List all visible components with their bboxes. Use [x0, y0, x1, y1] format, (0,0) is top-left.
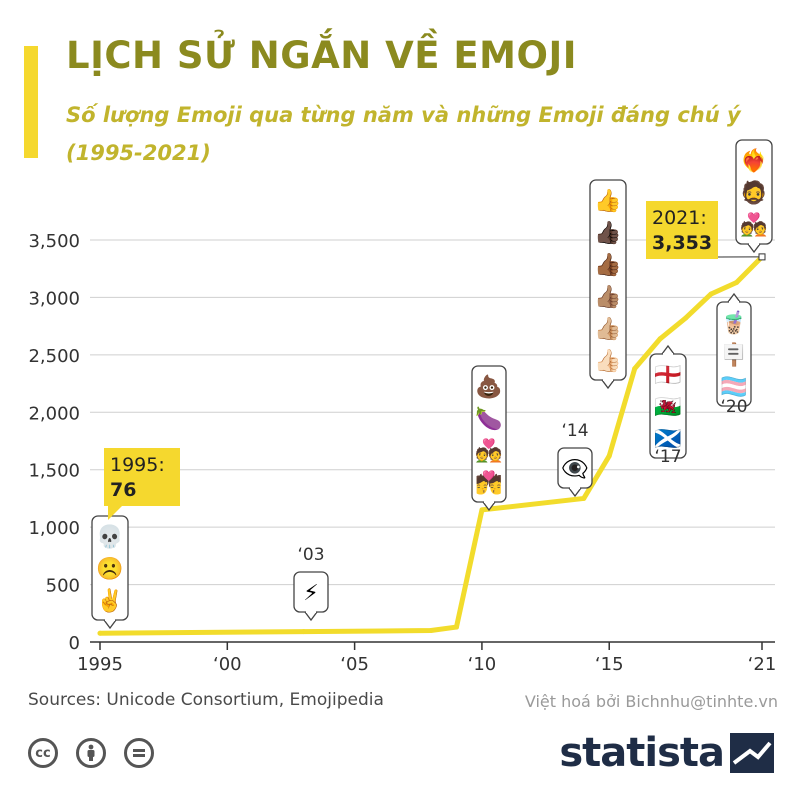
- annotation-year-label: ‘17: [654, 447, 681, 467]
- data-point: [479, 507, 485, 513]
- emoji-glyph: ⚡: [303, 581, 318, 606]
- emoji-glyph: ☹️: [96, 556, 123, 582]
- emoji-annotation: 👍 👍🏿 👍🏾 👍🏽 👍🏼 👍🏻: [589, 179, 627, 390]
- emoji-annotation: 👁️‍🗨️ ‘14: [557, 421, 593, 498]
- emoji-glyph: 👍🏿: [594, 220, 621, 246]
- statista-logo: statista: [559, 730, 774, 776]
- data-point: [301, 629, 307, 635]
- emoji-glyph: ❤️‍🔥: [740, 148, 767, 174]
- emoji-annotation: 💩 🍆 💑 💏: [471, 365, 507, 512]
- x-tick-label: ‘15: [595, 654, 624, 675]
- callout-box: [646, 201, 718, 259]
- x-ticks: 1995 ‘00 ‘05 ‘10 ‘15 ‘21: [77, 642, 776, 675]
- emoji-glyph: 🪧: [720, 342, 747, 368]
- data-point: [453, 624, 459, 630]
- emoji-glyph: 🍆: [475, 406, 502, 432]
- y-tick-label: 0: [69, 633, 80, 654]
- emoji-glyph: 🏴󠁧󠁢󠁳󠁣󠁴󠁿: [654, 427, 681, 452]
- emoji-glyph: 👍🏼: [594, 316, 621, 342]
- emoji-annotation: ❤️‍🔥 🧔 💑: [735, 139, 773, 254]
- data-point: [428, 628, 434, 634]
- y-tick-label: 3,500: [28, 231, 80, 252]
- x-tick-label: ‘05: [340, 654, 369, 675]
- emoji-glyph: 👍🏻: [594, 348, 621, 374]
- emoji-glyph: 🏴󠁧󠁢󠁷󠁬󠁳󠁿: [654, 395, 681, 420]
- emoji-annotation: 🏴󠁧󠁢󠁥󠁮󠁧󠁿 🏴󠁧󠁢󠁷󠁬󠁳󠁿 🏴󠁧󠁢󠁳󠁣󠁴󠁿‘17: [649, 344, 687, 467]
- annotation-tail: [727, 292, 741, 303]
- x-tick-label: ‘21: [748, 654, 777, 675]
- callout-tail: [108, 506, 122, 520]
- callout-label: 1995:: [110, 454, 165, 476]
- emoji-glyph: ✌️: [96, 587, 123, 614]
- emoji-glyph: 🧔: [740, 179, 767, 206]
- callout-label: 2021:: [652, 207, 707, 229]
- annotation-tail: [661, 344, 675, 355]
- data-point: [606, 453, 612, 459]
- data-point: [683, 315, 689, 321]
- data-point: [632, 366, 638, 372]
- emoji-glyph: 🏴󠁧󠁢󠁥󠁮󠁧󠁿: [654, 363, 681, 388]
- y-tick-label: 2,000: [28, 403, 80, 424]
- callouts: 1995: 76 2021: 3,353: [104, 201, 766, 520]
- chart-title: LỊCH SỬ NGẮN VỀ EMOJI: [66, 34, 577, 77]
- emoji-glyph: 💀: [96, 524, 123, 550]
- y-tick-label: 1,000: [28, 518, 80, 539]
- data-point: [657, 336, 663, 342]
- value-callout: 2021: 3,353: [646, 201, 763, 259]
- emoji-glyph: 💑: [475, 438, 502, 464]
- annotation-tail: [482, 501, 496, 512]
- callout-value: 76: [110, 479, 136, 501]
- emoji-glyph: 🏳️‍⚧️: [720, 375, 747, 400]
- emoji-glyph: 👍🏾: [594, 252, 621, 278]
- value-callout: 1995: 76: [104, 448, 180, 520]
- y-tick-label: 1,500: [28, 461, 80, 482]
- annotation-tail: [304, 611, 318, 622]
- emoji-annotation: ⚡ ‘03: [293, 545, 329, 622]
- x-tick-label: 1995: [77, 654, 123, 675]
- annotation-tail: [568, 487, 582, 498]
- emoji-glyph: 💏: [475, 470, 502, 496]
- annotation-year-label: ‘20: [720, 397, 747, 417]
- emoji-annotation: 💀 ☹️ ✌️: [91, 515, 129, 630]
- emoji-glyph: 🧋: [720, 310, 747, 336]
- data-point: [708, 291, 714, 297]
- annotations: 💀☹️✌️ ⚡‘03💩🍆💑💏👁️‍🗨️‘14👍👍🏿👍🏾👍🏽👍🏼👍🏻🏴󠁧󠁢󠁥󠁮󠁧󠁿🏴…: [91, 139, 773, 630]
- brand-name: statista: [559, 730, 725, 776]
- emoji-glyph: 💩: [475, 374, 502, 400]
- person-icon: [76, 738, 106, 768]
- end-marker: [758, 253, 766, 261]
- emoji-glyph: 👍🏽: [594, 284, 621, 310]
- cc-icon: cc: [28, 738, 58, 768]
- annotation-year-label: ‘03: [297, 545, 324, 565]
- emoji-glyph: 👍: [594, 188, 621, 214]
- data-point: [734, 279, 740, 285]
- emoji-glyph: 💑: [740, 212, 767, 238]
- callout-value: 3,353: [652, 232, 712, 254]
- statista-mark-icon: [730, 733, 774, 773]
- accent-bar: [24, 46, 38, 158]
- credit-note: Việt hoá bởi Bichnhu@tinhte.vn: [524, 692, 778, 711]
- y-tick-label: 500: [46, 576, 80, 597]
- y-tick-label: 2,500: [28, 346, 80, 367]
- annotation-tail: [103, 619, 117, 630]
- y-ticks: 0 500 1,000 1,500 2,000 2,500 3,000 3,500: [28, 231, 80, 654]
- data-point: [581, 495, 587, 501]
- annotation-tail: [601, 379, 615, 390]
- x-tick-label: ‘10: [468, 654, 497, 675]
- data-point: [97, 630, 103, 636]
- emoji-annotation: 🧋 🪧 🏳️‍⚧️‘20: [716, 292, 752, 417]
- annotation-tail: [747, 243, 761, 254]
- emoji-glyph: 👁️‍🗨️: [561, 457, 588, 482]
- chart-subtitle: Số lượng Emoji qua từng năm và những Emo…: [66, 103, 741, 165]
- equals-icon: [124, 738, 154, 768]
- annotation-year-label: ‘14: [561, 421, 588, 441]
- y-tick-label: 3,000: [28, 288, 80, 309]
- sources-note: Sources: Unicode Consortium, Emojipedia: [28, 690, 384, 710]
- callout-box: [104, 448, 180, 506]
- x-tick-label: ‘00: [213, 654, 242, 675]
